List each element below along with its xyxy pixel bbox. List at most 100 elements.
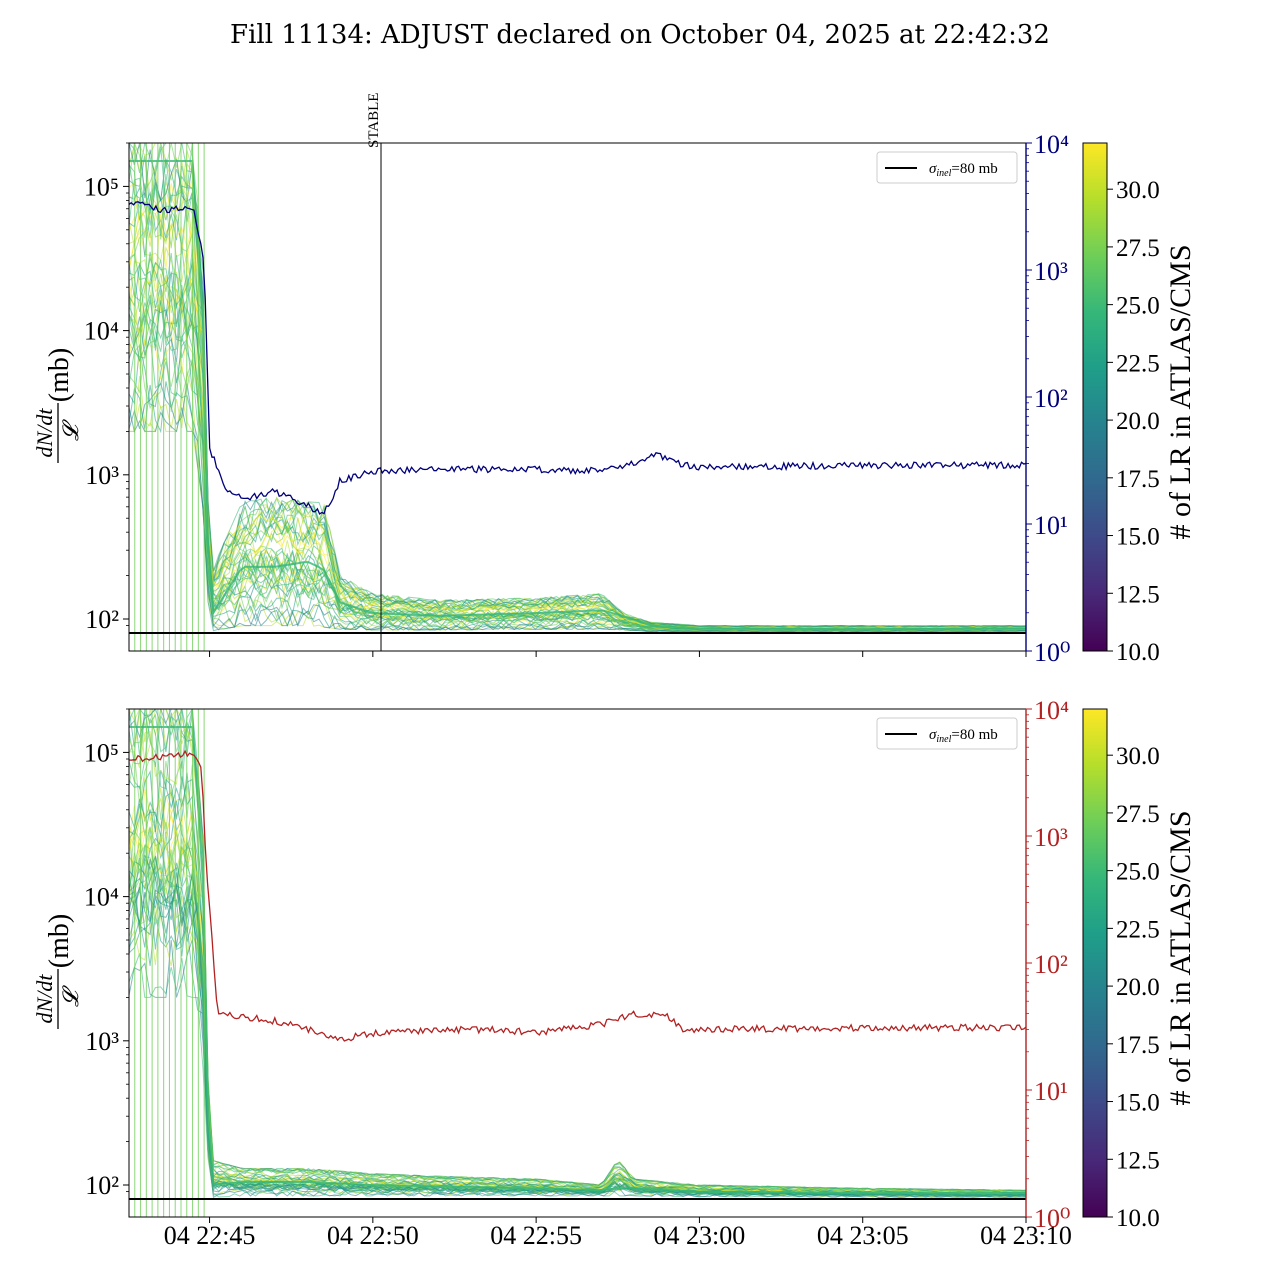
top-bunch-line bbox=[129, 145, 1026, 628]
top-colorbar-tick-label: 15.0 bbox=[1116, 524, 1160, 551]
top-ylabel: dN/dt 𝓛 (mb) bbox=[32, 348, 83, 463]
bottom-ytick-label: 10⁵ bbox=[84, 738, 119, 767]
bottom-colorbar-tick-label: 27.5 bbox=[1116, 801, 1160, 828]
bottom-bunch-line bbox=[129, 787, 1026, 1195]
bottom-bunch-line bbox=[129, 709, 1026, 1192]
top-bunch-line bbox=[129, 290, 1026, 631]
bottom-ytick-label: 10³ bbox=[85, 1027, 119, 1056]
top-legend-label: σinel=80 mb bbox=[929, 161, 998, 179]
top-bunch-line bbox=[129, 261, 1026, 630]
top-legend: σinel=80 mb bbox=[876, 151, 1018, 184]
top-bunch-line bbox=[129, 288, 1026, 631]
bottom-right-tick-label: 10³ bbox=[1034, 823, 1068, 852]
bottom-bunch-line bbox=[129, 864, 1026, 1197]
bottom-colorbar-tick-label: 17.5 bbox=[1116, 1032, 1160, 1059]
bottom-right-tick-label: 10⁴ bbox=[1034, 696, 1069, 725]
bottom-ytick-label: 10⁴ bbox=[84, 883, 119, 912]
top-colorbar-tick-label: 25.0 bbox=[1116, 293, 1160, 320]
bottom-ratio-line bbox=[129, 749, 1026, 1042]
bottom-bunch-line bbox=[129, 868, 1026, 1197]
xtick-label: 04 23:05 bbox=[817, 1221, 909, 1250]
bottom-bunch-line bbox=[129, 844, 1026, 1196]
top-plot-area bbox=[129, 143, 1026, 651]
bottom-bunch-line bbox=[129, 789, 1026, 1195]
top-right-tick-label: 10⁴ bbox=[1034, 130, 1069, 159]
bottom-bunch-line bbox=[129, 709, 1026, 1192]
bottom-colorbar-tick-label: 30.0 bbox=[1116, 743, 1160, 770]
bottom-bunch-line bbox=[129, 826, 1026, 1196]
bottom-bunch-line bbox=[129, 709, 1026, 1192]
top-colorbar-tick-label: 30.0 bbox=[1116, 177, 1160, 204]
xtick-label: 04 22:45 bbox=[164, 1221, 256, 1250]
bottom-bunch-line bbox=[129, 829, 1026, 1196]
top-colorbar-tick-label: 17.5 bbox=[1116, 466, 1160, 493]
bottom-axes-frame bbox=[128, 708, 1027, 1218]
top-bunch-line bbox=[129, 337, 1026, 632]
bottom-legend-box bbox=[876, 717, 1018, 750]
top-colorbar-tick-label: 12.5 bbox=[1116, 581, 1160, 608]
bottom-colorbar bbox=[1082, 708, 1108, 1218]
top-ylabel-unit: (mb) bbox=[44, 348, 75, 402]
top-bunch-line bbox=[129, 174, 1026, 629]
top-ylabel-numerator: dN/dt bbox=[32, 408, 57, 458]
top-stable-label: STABLE bbox=[366, 93, 382, 148]
bottom-bunch-line bbox=[129, 814, 1026, 1195]
top-legend-box bbox=[876, 151, 1018, 184]
top-right-tick-label: 10³ bbox=[1034, 257, 1068, 286]
top-ratio-line bbox=[129, 201, 1026, 515]
top-ytick-label: 10⁵ bbox=[84, 172, 119, 201]
bottom-right-tick-label: 10² bbox=[1034, 950, 1068, 979]
bottom-right-tick-label: 10¹ bbox=[1034, 1077, 1068, 1106]
bottom-legend: σinel=80 mb bbox=[876, 717, 1018, 750]
bottom-ylabel-numerator: dN/dt bbox=[32, 974, 57, 1024]
bottom-bunch-line bbox=[129, 821, 1026, 1196]
top-colorbar-tick-label: 20.0 bbox=[1116, 408, 1160, 435]
bottom-bunch-line bbox=[129, 709, 1026, 1192]
bottom-ylabel-denominator: 𝓛 bbox=[58, 985, 83, 1007]
top-colorbar-tick-label: 10.0 bbox=[1116, 639, 1160, 666]
top-colorbar bbox=[1082, 142, 1108, 652]
bottom-right-tick-label: 10⁰ bbox=[1034, 1204, 1070, 1233]
bottom-bunch-line bbox=[129, 709, 1026, 1192]
top-ytick-label: 10² bbox=[85, 605, 119, 634]
top-right-tick-label: 10² bbox=[1034, 384, 1068, 413]
bottom-bunch-line bbox=[129, 939, 1026, 1199]
top-bunch-line bbox=[129, 262, 1026, 630]
bottom-bunch-line bbox=[129, 776, 1026, 1194]
bottom-plot-area bbox=[129, 709, 1026, 1217]
top-right-tick-label: 10¹ bbox=[1034, 511, 1068, 540]
bottom-colorbar-tick-label: 20.0 bbox=[1116, 974, 1160, 1001]
bottom-band-median bbox=[129, 726, 1026, 1194]
bottom-ylabel-unit: (mb) bbox=[44, 914, 75, 968]
bottom-colorbar-tick-label: 25.0 bbox=[1116, 859, 1160, 886]
bottom-bunch-line bbox=[129, 831, 1026, 1196]
bottom-bunch-line bbox=[129, 772, 1026, 1194]
top-ylabel-denominator: 𝓛 bbox=[58, 419, 83, 441]
bottom-bunch-line bbox=[129, 813, 1026, 1195]
bottom-bunch-line bbox=[129, 953, 1026, 1198]
bottom-bunch-line bbox=[129, 855, 1026, 1196]
bottom-bunch-line bbox=[129, 718, 1026, 1193]
bottom-colorbar-tick-label: 10.0 bbox=[1116, 1205, 1160, 1232]
top-bunch-line bbox=[129, 143, 1026, 628]
xtick-label: 04 22:50 bbox=[327, 1221, 419, 1250]
bottom-colorbar-tick-label: 15.0 bbox=[1116, 1090, 1160, 1117]
bottom-colorbar-tick-label: 22.5 bbox=[1116, 916, 1160, 943]
bottom-bunch-line bbox=[129, 913, 1026, 1198]
xtick-label: 04 23:00 bbox=[654, 1221, 746, 1250]
xtick-label: 04 22:55 bbox=[490, 1221, 582, 1250]
bottom-bunch-line bbox=[129, 709, 1026, 1192]
top-bunch-line bbox=[129, 406, 1026, 632]
xtick-label: 04 23:10 bbox=[980, 1221, 1072, 1250]
bottom-ylabel: dN/dt 𝓛 (mb) bbox=[32, 914, 83, 1029]
top-bunch-line bbox=[129, 284, 1026, 631]
bottom-legend-label: σinel=80 mb bbox=[929, 727, 998, 745]
top-bunch-line bbox=[129, 213, 1026, 629]
bottom-bunch-line bbox=[129, 837, 1026, 1196]
bottom-bunch-line bbox=[129, 777, 1026, 1195]
bottom-bunch-line bbox=[129, 801, 1026, 1195]
top-bunch-line bbox=[129, 285, 1026, 631]
bottom-colorbar-label: # of LR in ATLAS/CMS bbox=[1164, 810, 1197, 1105]
bottom-bunch-line bbox=[129, 817, 1026, 1195]
